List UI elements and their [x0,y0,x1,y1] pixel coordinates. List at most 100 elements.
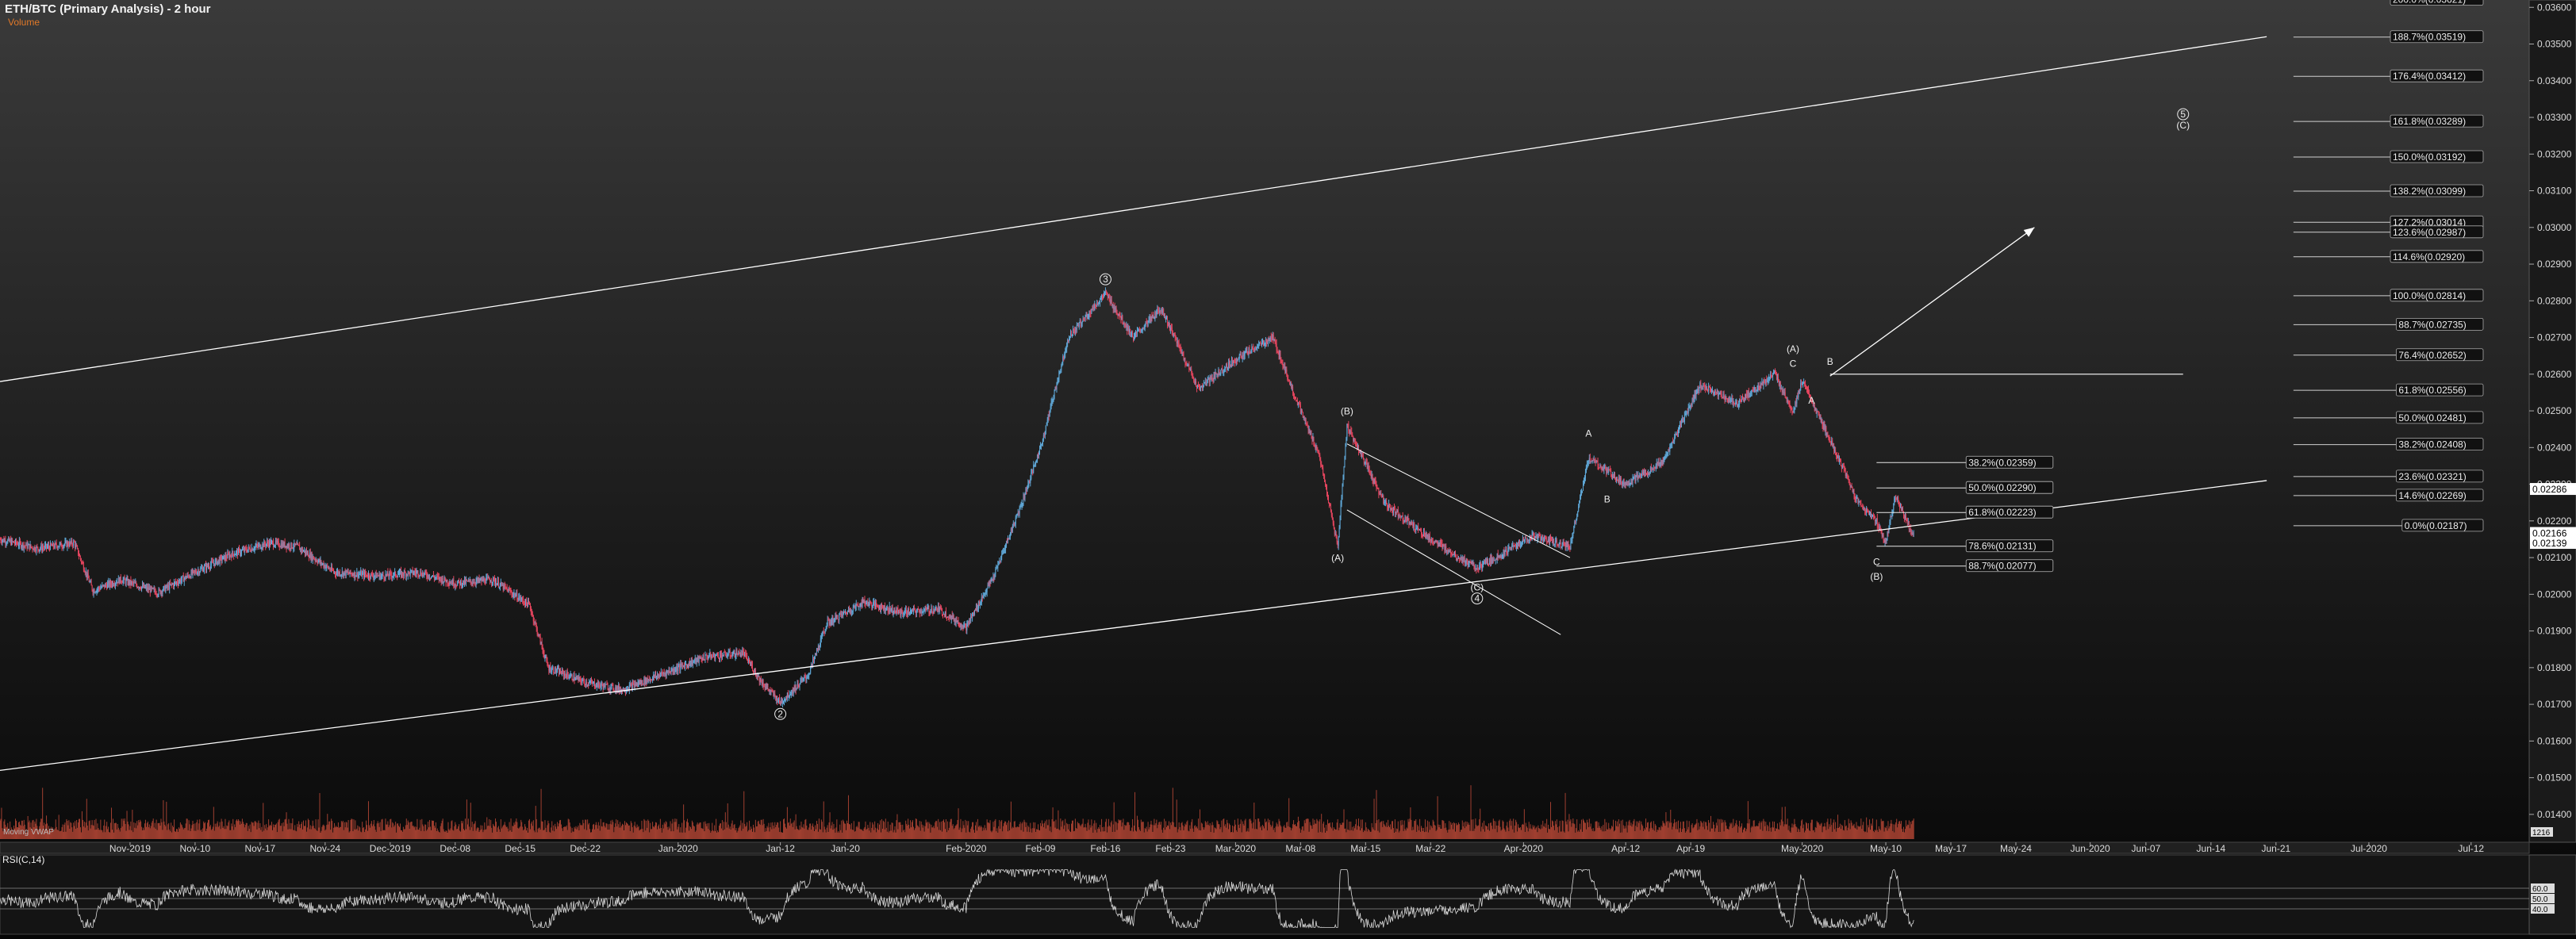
candle-body [749,660,751,663]
candle-body [745,653,747,654]
volume-bar [145,826,147,839]
volume-bar [64,822,66,839]
volume-bar [196,822,198,839]
volume-bar [808,827,810,839]
candle-body [1226,363,1227,367]
volume-bar [479,830,481,839]
volume-bar [106,822,108,839]
volume-bar [135,822,136,839]
volume-bar [731,823,732,839]
candle-body [999,561,1000,565]
candle-body [219,557,221,564]
volume-bar [328,821,330,839]
volume-bar [191,825,193,839]
volume-bar [389,825,390,839]
candle-body [229,554,231,558]
candle-body [476,578,478,581]
price-axis[interactable] [2528,0,2576,843]
volume-bar [108,826,109,839]
candle-body [360,571,362,575]
volume-bar [1256,829,1257,839]
candle-body [828,620,830,625]
volume-bar [498,829,500,839]
volume-bar [217,826,219,839]
x-tick-label: Jan-20 [831,843,860,854]
volume-bar [872,822,873,839]
candle-body [1224,369,1226,372]
candle-body [793,688,795,691]
volume-bar [814,831,816,839]
volume-bar [1215,827,1216,839]
volume-bar [501,828,502,839]
volume-bar [1119,820,1120,839]
x-tick-label: Dec-2019 [370,843,411,854]
candle-body [956,619,958,623]
volume-bar [670,821,671,839]
candle-body [13,541,15,543]
volume-bar [161,822,163,839]
volume-bar [1213,832,1215,839]
candle-body [1113,306,1115,309]
candle-body [36,546,38,548]
volume-bar [1023,831,1024,839]
candle-body [541,642,543,647]
volume-bar [1195,825,1196,839]
volume-bar [823,826,825,839]
candle-body [656,674,658,676]
candle-body [478,577,479,581]
candle-body [653,675,655,678]
candle-body [300,548,301,550]
volume-bar [724,829,725,839]
volume-bar [630,821,632,839]
candle-body [344,570,345,573]
volume-bar [737,830,739,839]
candle-body [1254,347,1256,351]
volume-bar [358,830,359,839]
volume-bar [1253,803,1255,839]
candle-body [234,554,236,557]
volume-bar [1219,829,1221,839]
candle-body [39,549,40,551]
candle-body [1244,352,1246,355]
candle-body [1046,422,1047,426]
volume-bar [1202,827,1204,839]
volume-bar [738,828,739,839]
candle-body [49,542,51,550]
volume-bar [660,828,662,839]
volume-bar [1008,830,1010,839]
volume-bar [795,814,797,839]
time-axis[interactable] [0,841,2530,854]
candle-body [1128,327,1130,332]
volume-bar [1150,820,1152,839]
volume-bar [931,827,933,839]
x-tick-label: Mar-2020 [1215,843,1257,854]
volume-bar [935,821,937,839]
candle-body [808,674,810,676]
volume-bar [397,823,399,839]
volume-bar [833,823,835,839]
volume-bar [1062,820,1064,839]
volume-bar [948,827,950,839]
candle-body [741,653,743,656]
x-tick-label: Jul-2020 [2351,843,2387,854]
candle-body [324,565,326,569]
candle-body [156,594,158,596]
volume-bar [845,823,847,839]
candle-body [491,581,493,583]
volume-bar [0,820,1,839]
candle-body [689,664,691,666]
volume-bar [115,822,117,839]
candle-body [251,548,253,551]
volume-bar [664,824,666,839]
candle-body [265,544,267,546]
volume-bar [1017,826,1019,839]
candle-body [499,584,501,588]
volume-bar [152,820,153,839]
volume-bar [175,831,177,839]
volume-bar [534,832,536,839]
candle-body [1064,354,1065,359]
candle-body [196,573,198,574]
candle-body [519,596,520,598]
